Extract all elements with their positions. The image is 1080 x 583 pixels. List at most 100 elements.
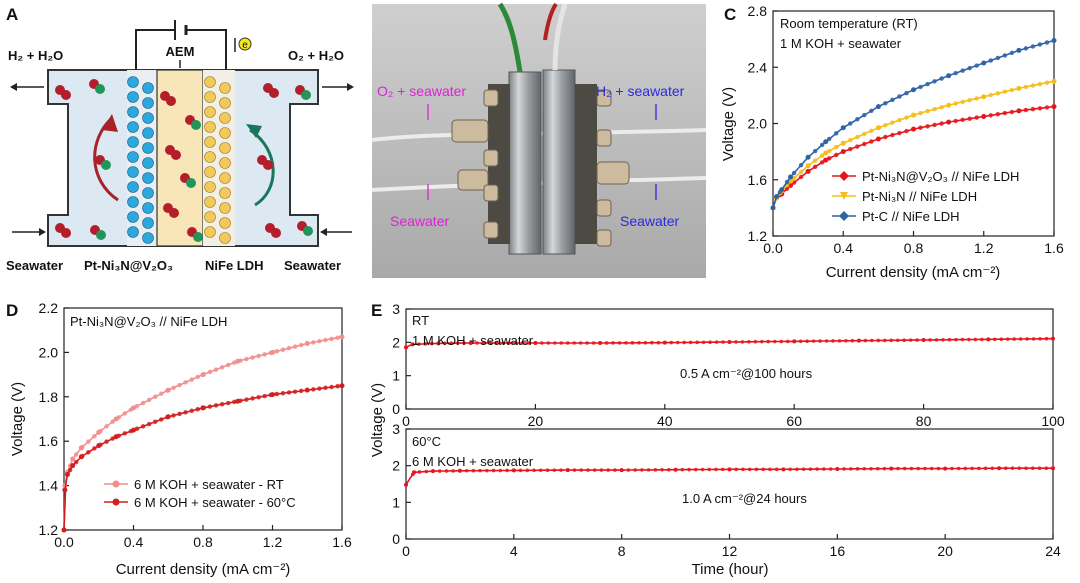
marker <box>954 337 958 342</box>
marker <box>939 76 944 81</box>
chart-d-ticks: 0.0 0.4 0.8 1.2 1.6 1.2 1.4 1.6 1.8 2.0 2.2 <box>39 300 352 550</box>
marker <box>916 466 921 471</box>
marker <box>73 452 79 457</box>
marker <box>468 341 473 345</box>
marker <box>73 459 79 465</box>
marker <box>424 469 429 474</box>
marker <box>1030 106 1036 112</box>
marker <box>110 419 115 424</box>
marker <box>501 341 505 345</box>
flow-arrowhead-cathode <box>102 114 118 132</box>
marker <box>833 144 839 150</box>
marker <box>848 137 853 143</box>
marker <box>953 118 958 124</box>
marker <box>963 466 968 471</box>
marker <box>195 374 201 380</box>
marker <box>292 344 298 349</box>
marker <box>92 446 97 451</box>
y-tick-label: 2.4 <box>748 59 768 75</box>
series-1 <box>61 334 345 533</box>
marker <box>842 467 846 471</box>
x-tick-label: 0.8 <box>904 240 924 256</box>
marker <box>538 468 543 473</box>
marker <box>815 467 819 471</box>
green-lead <box>497 2 523 73</box>
marker <box>687 467 691 472</box>
fittings <box>451 89 630 247</box>
marker <box>777 189 783 195</box>
x-tick-label: 0.0 <box>54 534 74 550</box>
anode-particle <box>219 202 231 214</box>
membrane-label: AEM <box>166 44 195 59</box>
marker <box>1044 105 1050 110</box>
cathode-particle <box>142 142 154 154</box>
data-point <box>774 194 780 200</box>
x-tick-label: 0.4 <box>834 240 854 256</box>
marker <box>805 339 809 344</box>
marker <box>855 144 860 149</box>
y-tick-label: 1.6 <box>748 172 768 188</box>
marker <box>546 341 551 345</box>
marker <box>213 367 219 372</box>
marker <box>1023 107 1029 113</box>
data-point <box>62 487 68 493</box>
marker <box>146 397 152 403</box>
marker <box>585 341 589 345</box>
y-tick-label: 1 <box>392 494 400 510</box>
marker <box>244 397 249 402</box>
marker <box>505 468 509 473</box>
marker <box>553 341 557 345</box>
marker <box>950 466 954 471</box>
cathode-particle <box>142 172 154 184</box>
marker <box>455 341 460 345</box>
marker <box>673 467 678 472</box>
legend-label: Pt-C // NiFe LDH <box>862 209 960 224</box>
marker <box>747 340 751 344</box>
white-lead <box>552 3 568 71</box>
x-tick-label: 1.2 <box>263 534 283 550</box>
chart-e2-annotation-3: 1.0 A cm⁻²@24 hours <box>682 491 807 506</box>
marker <box>960 337 965 342</box>
outlet-arrowhead-left <box>10 83 17 91</box>
x-tick-label: 0.8 <box>193 534 213 550</box>
marker <box>274 349 280 354</box>
marker <box>128 428 134 434</box>
marker <box>262 352 267 357</box>
marker <box>195 406 201 412</box>
marker <box>862 131 867 137</box>
marker <box>423 342 428 346</box>
catalyst-particles <box>55 76 313 244</box>
chart-c-annotation-2: 1 M KOH + seawater <box>780 36 902 51</box>
molecule-atom <box>303 226 313 236</box>
x-tick-label: 8 <box>618 543 626 559</box>
marker <box>876 338 881 343</box>
marker <box>721 340 725 344</box>
marker <box>219 365 225 370</box>
marker <box>992 337 997 342</box>
marker <box>700 467 705 472</box>
marker <box>967 116 972 121</box>
marker <box>974 115 979 120</box>
cathode-particle <box>127 106 139 118</box>
marker <box>990 466 995 471</box>
marker <box>1009 50 1015 56</box>
marker <box>449 341 454 346</box>
marker <box>795 467 799 472</box>
marker <box>67 467 73 473</box>
marker <box>207 404 213 409</box>
legend-label: Pt-Ni₃N // NiFe LDH <box>862 189 977 204</box>
panel-label-e: E <box>371 301 382 320</box>
marker <box>520 341 525 345</box>
marker <box>1051 79 1057 84</box>
inlet-label-left: Seawater <box>6 258 63 273</box>
panel-label-d: D <box>6 301 18 320</box>
marker <box>451 469 455 473</box>
marker <box>727 467 732 472</box>
marker <box>183 380 188 385</box>
marker <box>875 466 880 471</box>
marker <box>286 390 292 395</box>
marker <box>848 121 853 126</box>
cathode-particle <box>127 151 139 163</box>
